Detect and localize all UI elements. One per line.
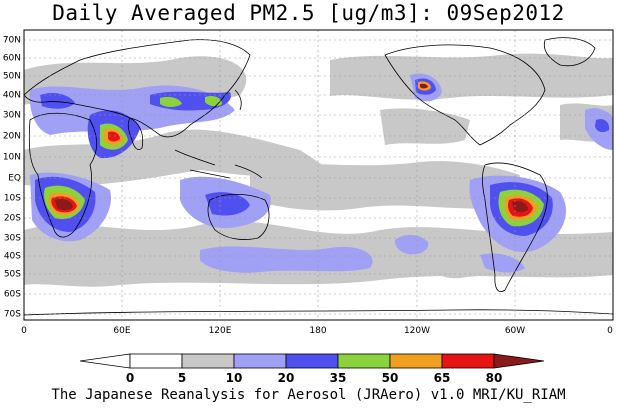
- lat-label-50s: 50S: [4, 270, 21, 280]
- colorbar-labels: 0 5 10 20 35 50 65 80: [126, 371, 503, 385]
- colorbar-label-35: 35: [330, 371, 347, 385]
- lon-label-180: 180: [309, 326, 326, 336]
- lat-label-20s: 20S: [4, 214, 21, 224]
- graticule: [24, 30, 613, 320]
- lon-label-0-right: 0: [607, 326, 613, 336]
- colorbar-label-80: 80: [486, 371, 503, 385]
- colorbar-segment-20-35: [285, 353, 339, 369]
- lat-label-10s: 10S: [4, 194, 21, 204]
- colorbar-label-50: 50: [382, 371, 399, 385]
- colorbar-label-10: 10: [226, 371, 243, 385]
- colorbar-segment-65-80: [441, 353, 495, 369]
- colorbar-label-0: 0: [126, 371, 134, 385]
- colorbar-segment-below-0: [79, 353, 131, 369]
- lat-label-eq: EQ: [8, 174, 21, 184]
- lat-label-30n: 30N: [3, 111, 21, 121]
- lat-label-50n: 50N: [3, 72, 21, 82]
- footer-credit: The Japanese Reanalysis for Aerosol (JRA…: [51, 387, 566, 403]
- lat-label-40s: 40S: [4, 252, 21, 262]
- lat-label-30s: 30S: [4, 234, 21, 244]
- colorbar-label-65: 65: [434, 371, 451, 385]
- lon-label-60e: 60E: [113, 326, 130, 336]
- colorbar-segment-above-80: [493, 353, 545, 369]
- map-title: Daily Averaged PM2.5 [ug/m3]: 09Sep2012: [52, 1, 565, 25]
- lat-label-70s: 70S: [4, 310, 21, 320]
- lon-label-60w: 60W: [505, 326, 525, 336]
- map-frame: [23, 29, 614, 321]
- colorbar-segment-35-50: [337, 353, 391, 369]
- lon-label-0-left: 0: [21, 326, 27, 336]
- lon-label-120e: 120E: [209, 326, 232, 336]
- lat-label-60s: 60S: [4, 290, 21, 300]
- colorbar-segment-10-20: [233, 353, 287, 369]
- latitude-labels: 70N 60N 50N 40N 30N 20N 10N EQ 10S 20S 3…: [3, 36, 21, 320]
- colorbar-label-20: 20: [278, 371, 295, 385]
- colorbar-segment-0-5: [129, 353, 183, 369]
- lon-label-120w: 120W: [404, 326, 430, 336]
- colorbar-segment-50-65: [389, 353, 443, 369]
- lat-label-20n: 20N: [3, 132, 21, 142]
- coastlines: [24, 37, 613, 316]
- lat-label-40n: 40N: [3, 91, 21, 101]
- lat-label-70n: 70N: [3, 36, 21, 46]
- colorbar-segment-5-10: [181, 353, 235, 369]
- lat-label-60n: 60N: [3, 54, 21, 64]
- colorbar-label-5: 5: [178, 371, 186, 385]
- map-panel: [24, 30, 613, 320]
- lat-label-10n: 10N: [3, 153, 21, 163]
- pm25-field-above-80: [55, 83, 528, 213]
- longitude-labels: 0 60E 120E 180 120W 60W 0: [21, 326, 613, 336]
- colorbar: [79, 353, 545, 369]
